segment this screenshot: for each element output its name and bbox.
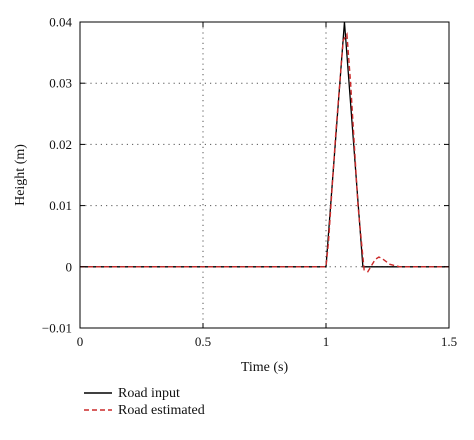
y-tick-label: 0.01 <box>49 198 72 213</box>
x-tick-label: 0.5 <box>195 334 211 349</box>
x-axis-label: Time (s) <box>241 360 289 375</box>
axis-ticks: 0 0.5 1 1.5 −0.01 0 0.01 0.02 0.03 0.04 <box>42 15 457 350</box>
x-tick-label: 1 <box>323 334 330 349</box>
y-tick-label: 0 <box>66 259 73 274</box>
y-tick-label: 0.04 <box>49 15 72 30</box>
x-tick-label: 0 <box>77 334 84 349</box>
series-line-road-input <box>80 21 449 268</box>
plot-frame <box>79 21 450 329</box>
y-tick-label: 0.03 <box>49 76 72 91</box>
series-lines <box>80 21 449 273</box>
legend: Road input Road estimated <box>84 386 205 418</box>
grid-lines <box>80 22 449 328</box>
x-tick-label: 1.5 <box>441 334 457 349</box>
legend-label-road-estimated: Road estimated <box>118 403 205 418</box>
y-tick-label: −0.01 <box>42 321 72 336</box>
legend-label-road-input: Road input <box>118 386 180 401</box>
y-axis-label: Height (m) <box>13 144 28 206</box>
series-line-road-estimated <box>80 32 449 273</box>
y-tick-label: 0.02 <box>49 137 72 152</box>
